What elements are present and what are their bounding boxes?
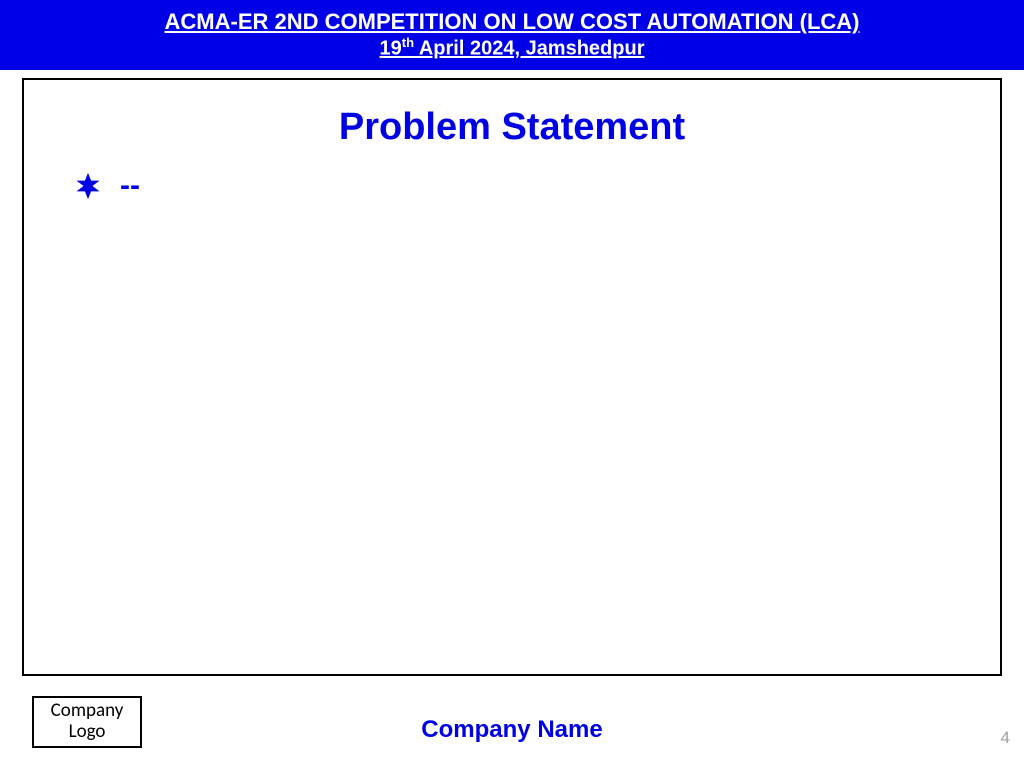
logo-text-line1: Company: [51, 701, 124, 722]
date-rest: April 2024, Jamshedpur: [414, 38, 644, 60]
header-date: 19th April 2024, Jamshedpur: [380, 35, 645, 61]
bullet-text: --: [120, 169, 140, 203]
slide-header: ACMA-ER 2ND COMPETITION ON LOW COST AUTO…: [0, 0, 1024, 70]
slide-footer: Company Name Company Logo 4: [0, 688, 1024, 768]
bullet-item: --: [74, 169, 1000, 203]
star-bullet-icon: [74, 172, 102, 200]
header-title: ACMA-ER 2ND COMPETITION ON LOW COST AUTO…: [165, 9, 860, 35]
page-number: 4: [1001, 728, 1010, 748]
date-day: 19: [380, 38, 402, 60]
company-logo-placeholder: Company Logo: [32, 696, 142, 748]
company-name-label: Company Name: [0, 716, 1024, 744]
logo-text-line2: Logo: [69, 722, 106, 743]
section-title: Problem Statement: [24, 106, 1000, 149]
content-frame: Problem Statement --: [22, 78, 1002, 676]
date-ordinal: th: [402, 35, 414, 50]
